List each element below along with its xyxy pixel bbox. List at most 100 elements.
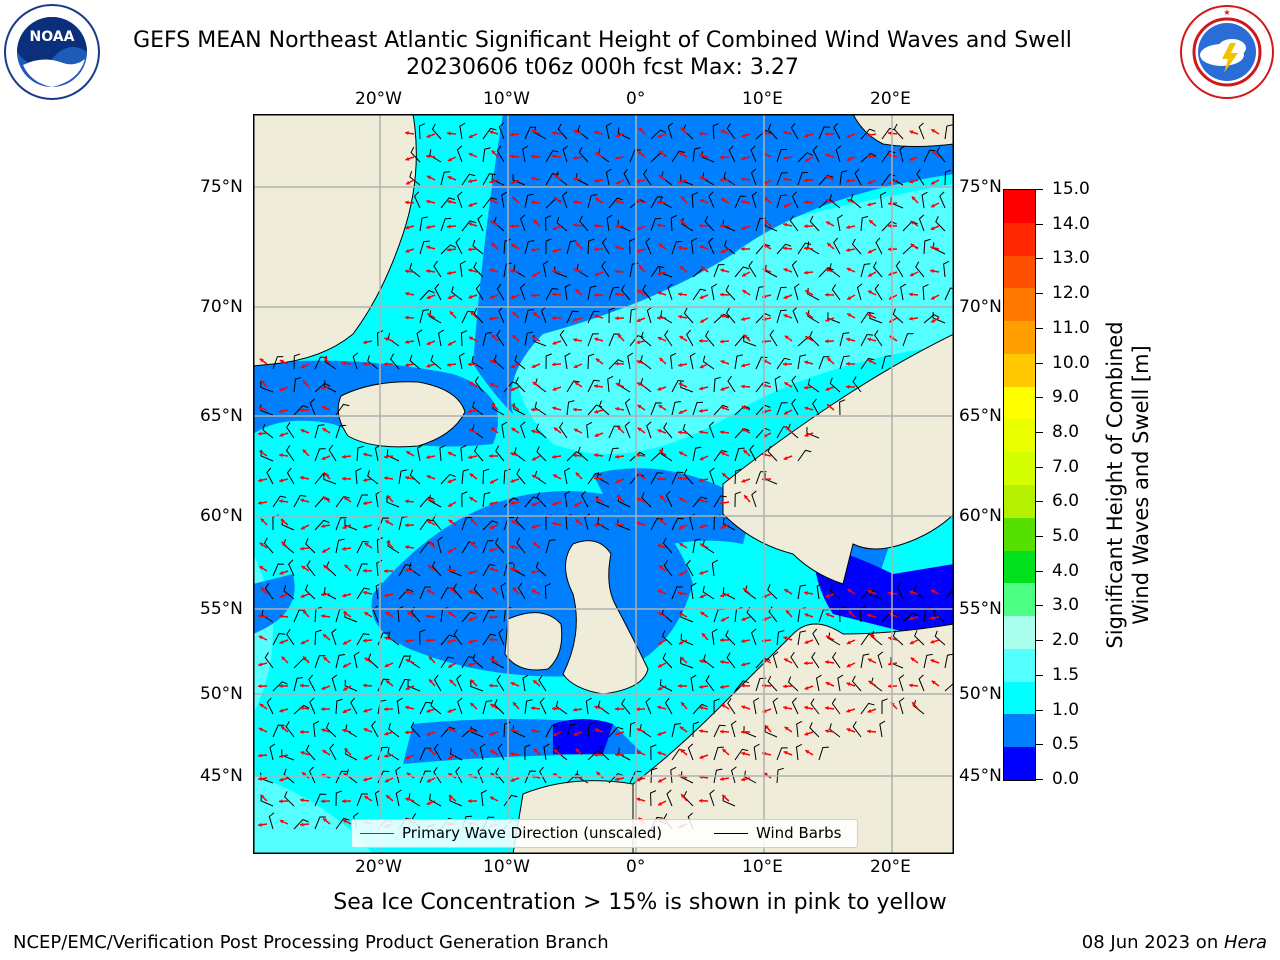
wind-barb [809,331,820,347]
wind-barb [713,376,721,393]
wind-barb [833,237,841,255]
footer-host: Hera [1223,932,1267,953]
lat-tick-left: 45°N [200,766,243,786]
wave-arrow-head [258,662,263,667]
wave-arrow-head [783,636,788,641]
wave-arrow-head [363,708,368,713]
colorbar-segment [1004,485,1035,519]
wave-arrow-head [594,433,599,438]
wave-arrow-head [447,295,452,300]
wave-arrow-head [342,799,346,804]
wind-barb [621,698,631,715]
wind-barb [461,220,477,232]
lat-tick-left: 60°N [200,506,243,526]
wave-arrow-head [405,567,409,573]
wave-arrow-head [720,292,724,297]
wind-barb [283,539,295,554]
wave-arrow-head [512,311,517,316]
wave-arrow-head [720,249,725,254]
wave-arrow-head [679,497,684,502]
wave-arrow-head [615,382,620,387]
wind-barb [264,583,274,600]
wind-barb [681,218,694,232]
wind-barb [767,445,778,462]
wind-barb [935,216,946,232]
wind-barb [680,633,694,646]
wave-arrow-head [699,295,704,299]
wave-arrow-head [405,362,409,368]
wave-arrow-head [405,797,410,802]
wave-arrow-head [448,341,453,346]
wave-arrow-head [909,130,914,135]
wave-arrow-head [301,566,306,570]
wave-arrow-head [490,704,495,708]
wind-barb [667,283,673,301]
wave-arrow-head [532,381,537,386]
wind-barb [708,191,715,209]
wave-arrow-head [531,247,535,252]
wind-barb [438,329,444,347]
wave-arrow-head [342,361,346,366]
wave-arrow-head [405,638,409,643]
wave-arrow-head [510,478,515,483]
wave-arrow-head [489,453,493,459]
colorbar-segment [1004,681,1035,715]
wind-barb [288,559,295,577]
wave-arrow-head [279,777,284,782]
wave-arrow-head [657,134,662,138]
wind-barb [524,126,537,140]
wave-arrow-head [744,495,748,500]
wave-arrow-head [825,729,829,734]
wave-arrow-head [636,521,641,526]
wave-arrow-head [720,129,725,134]
wave-arrow-head [489,359,494,364]
lat-tick-left: 70°N [200,297,243,317]
wave-arrow-head [678,382,683,387]
wind-barb [671,586,683,600]
wave-arrow-head [932,151,937,155]
wave-arrow-head [888,684,892,689]
wave-arrow-head [678,362,682,368]
wind-barb [797,354,806,370]
wave-arrow-head [931,180,936,185]
wave-arrow-head [680,219,685,224]
wind-barb [726,123,736,140]
wave-arrow-head [699,478,703,483]
wind-barb [713,698,720,715]
wind-barb [829,263,841,278]
wave-arrow-head [405,590,410,595]
wave-arrow-head [300,594,305,598]
wind-barb [734,427,750,439]
wave-arrow-head [594,337,599,342]
wave-arrow-head [531,364,536,369]
wind-barb [473,583,484,600]
wave-arrow-head [741,199,745,205]
wave-arrow-head [386,541,391,546]
wave-arrow-head [384,362,388,367]
wind-barb [512,174,526,186]
wave-arrow-head [846,247,850,253]
wind-barb [513,264,526,278]
wave-arrow-head [594,752,598,757]
wind-barb [728,145,736,163]
wave-arrow-head [804,432,809,437]
wind-barb [419,240,430,255]
wave-arrow-head [846,663,851,668]
wave-arrow-head [658,663,663,668]
wind-barb [899,145,906,163]
wave-arrow-head [531,524,536,529]
wind-barb [457,191,463,209]
wind-barb [376,537,384,554]
wave-arrow-head [848,610,853,615]
wave-arrow-head [554,197,559,201]
wind-barb [734,468,742,485]
wind-barb [683,468,694,485]
iceland-land [337,381,466,448]
wave-arrow-head [258,753,262,758]
wind-barb [491,173,505,186]
wave-arrow-head [280,519,285,524]
wave-arrow-head [575,289,580,293]
wind-barb [641,492,652,508]
wind-barb [555,700,568,715]
colorbar-segment [1004,386,1035,420]
